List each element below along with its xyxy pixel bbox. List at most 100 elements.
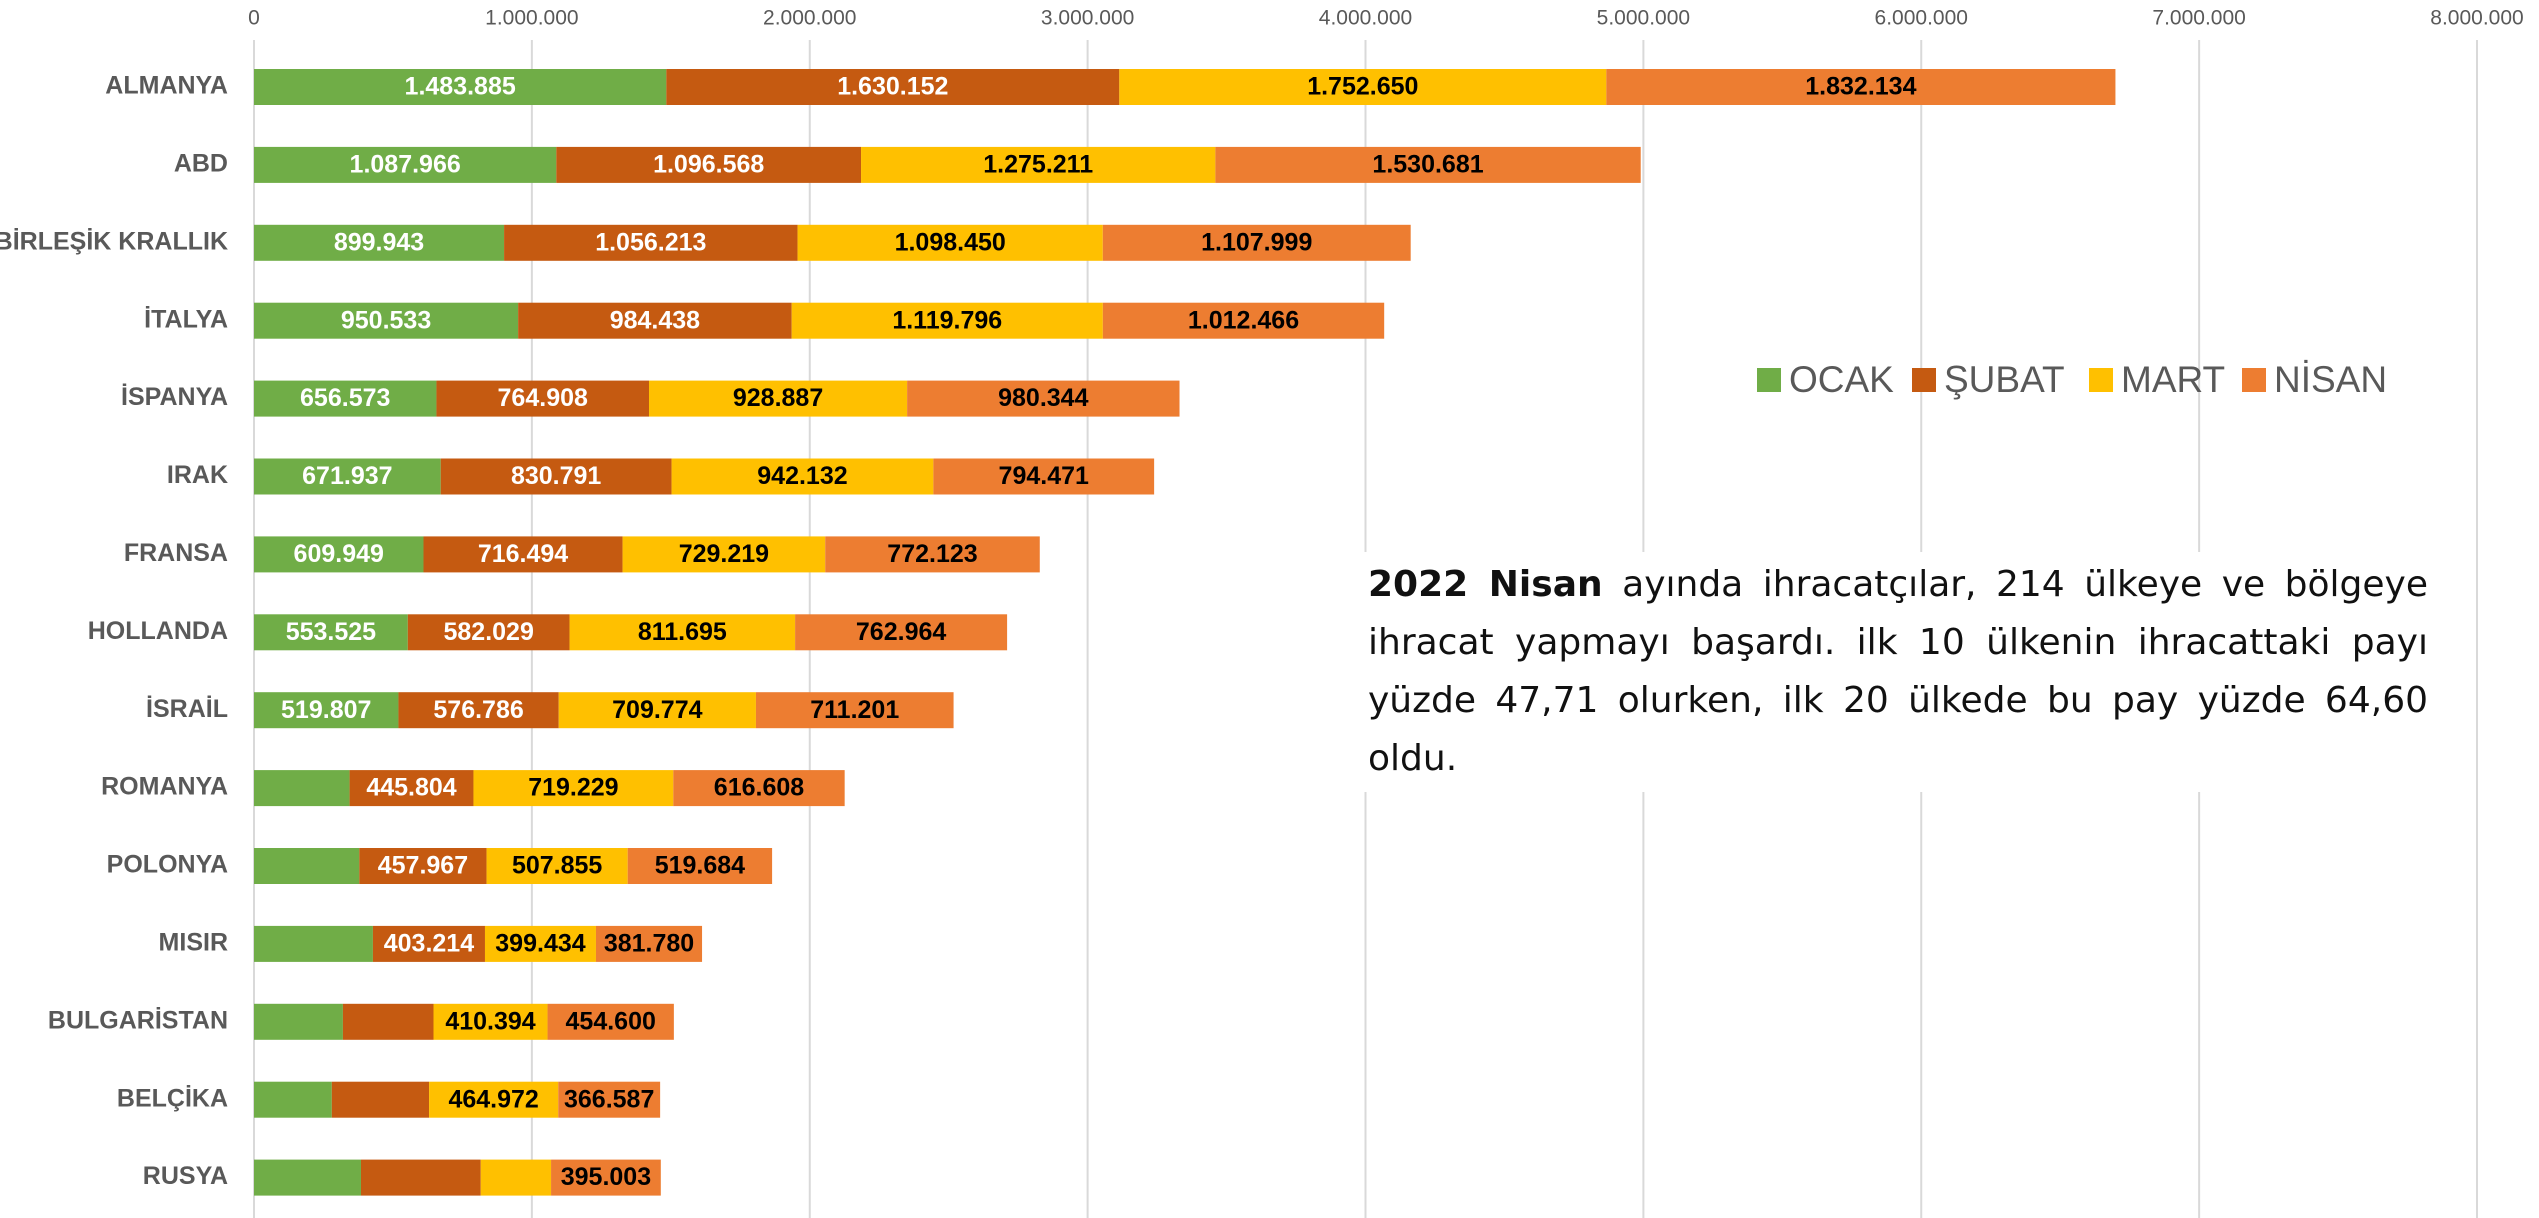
legend-label: NİSAN [2274, 359, 2387, 400]
bar-segment [1606, 69, 2116, 105]
bar-segment [254, 146, 557, 183]
legend-swatch [1912, 368, 1936, 392]
value-label: 1.630.152 [837, 73, 948, 101]
value-label: 1.483.885 [405, 73, 516, 101]
y-tick-label: HOLLANDA [88, 617, 228, 645]
bar-segment [755, 692, 954, 729]
value-label: 1.107.999 [1201, 228, 1312, 256]
y-tick-label: İSPANYA [121, 383, 228, 411]
bar-segment [1102, 224, 1411, 261]
x-tick-label: 2.000.000 [763, 7, 856, 30]
x-tick-label: 6.000.000 [1875, 7, 1968, 30]
x-tick-label: 8.000.000 [2430, 7, 2523, 30]
bar-segment [254, 1081, 332, 1118]
bar-segment [436, 380, 649, 417]
bar-segment [429, 1081, 559, 1118]
value-label: 656.573 [300, 384, 390, 412]
value-label: 899.943 [334, 228, 424, 256]
value-label: 464.972 [448, 1085, 538, 1113]
legend-label: MART [2121, 359, 2225, 400]
bar-segment [666, 69, 1120, 105]
bar-segment [648, 380, 908, 417]
bar-segment [556, 146, 862, 183]
legend-swatch [2089, 368, 2113, 392]
value-label: 1.087.966 [350, 151, 461, 179]
value-label: 729.219 [679, 540, 769, 568]
bar-segment [407, 614, 570, 651]
bar-segment [558, 692, 756, 729]
value-label: 709.774 [612, 696, 702, 724]
bar-segment [342, 1003, 434, 1040]
value-label: 719.229 [528, 774, 618, 802]
value-label: 716.494 [478, 540, 568, 568]
value-label: 553.525 [286, 618, 376, 646]
bar-segment [595, 925, 703, 962]
bar-segment [372, 925, 485, 962]
value-label: 1.012.466 [1188, 306, 1299, 334]
value-label: 762.964 [856, 618, 946, 646]
y-tick-label: IRAK [167, 461, 228, 489]
bar-segment [398, 692, 559, 729]
bar-segment [1102, 302, 1385, 339]
value-label: 519.684 [655, 852, 745, 880]
bar-segment [331, 1081, 430, 1118]
bar-segment [254, 770, 350, 807]
bar-segment [254, 848, 360, 884]
x-tick-label: 5.000.000 [1597, 7, 1690, 30]
annotation-bold: 2022 Nisan [1368, 564, 1603, 605]
bar-segment [254, 69, 667, 105]
y-tick-label: BULGARİSTAN [48, 1006, 228, 1034]
y-tick-label: MISIR [159, 929, 228, 957]
value-label: 445.804 [366, 774, 456, 802]
bar-segment [473, 770, 674, 807]
value-label: 811.695 [638, 618, 727, 646]
bar-segment [569, 614, 796, 651]
bar-segment [423, 536, 623, 573]
bar-segment [349, 770, 474, 807]
bar-segment [359, 848, 487, 884]
legend-label: ŞUBAT [1944, 359, 2065, 400]
bar-segment [484, 925, 596, 962]
bar-segment [825, 536, 1040, 573]
bar-segment [254, 614, 408, 651]
value-label: 950.533 [341, 306, 431, 334]
bar-segment [795, 614, 1008, 651]
y-tick-label: İSRAİL [146, 695, 228, 723]
value-label: 519.807 [281, 696, 371, 724]
value-label: 711.201 [810, 696, 899, 724]
y-tick-label: ALMANYA [105, 72, 228, 100]
value-label: 403.214 [384, 930, 474, 958]
y-tick-label: FRANSA [124, 539, 228, 567]
value-label: 576.786 [433, 696, 523, 724]
value-label: 764.908 [498, 384, 588, 412]
bar-segment [254, 380, 437, 417]
value-label: 1.752.650 [1307, 73, 1418, 101]
bar-segment [433, 1003, 548, 1040]
value-label: 366.587 [564, 1085, 654, 1113]
bar-segment [627, 848, 773, 884]
bar-segment [1215, 146, 1641, 183]
value-label: 1.275.211 [983, 151, 1093, 179]
bar-segment [791, 302, 1103, 339]
value-label: 1.530.681 [1372, 151, 1483, 179]
bar-segment [254, 302, 519, 339]
value-label: 671.937 [302, 462, 392, 490]
bar-segment [551, 1159, 661, 1196]
x-tick-label: 4.000.000 [1319, 7, 1412, 30]
bar-segment [254, 692, 399, 729]
bar-segment [797, 224, 1103, 261]
bar-segment [673, 770, 845, 807]
legend-swatch [2242, 368, 2266, 392]
x-tick-label: 7.000.000 [2152, 7, 2245, 30]
bar-segment [360, 1159, 481, 1196]
value-label: 454.600 [566, 1007, 656, 1035]
bar-segment [504, 224, 798, 261]
annotation: 2022 Nisan ayında ihracatçılar, 214 ülke… [1360, 552, 2436, 792]
value-label: 616.608 [714, 774, 804, 802]
value-label: 794.471 [999, 462, 1089, 490]
value-label: 410.394 [445, 1007, 535, 1035]
bar-segment [480, 1159, 552, 1196]
bar-segment [254, 224, 505, 261]
value-label: 1.119.796 [892, 306, 1002, 334]
